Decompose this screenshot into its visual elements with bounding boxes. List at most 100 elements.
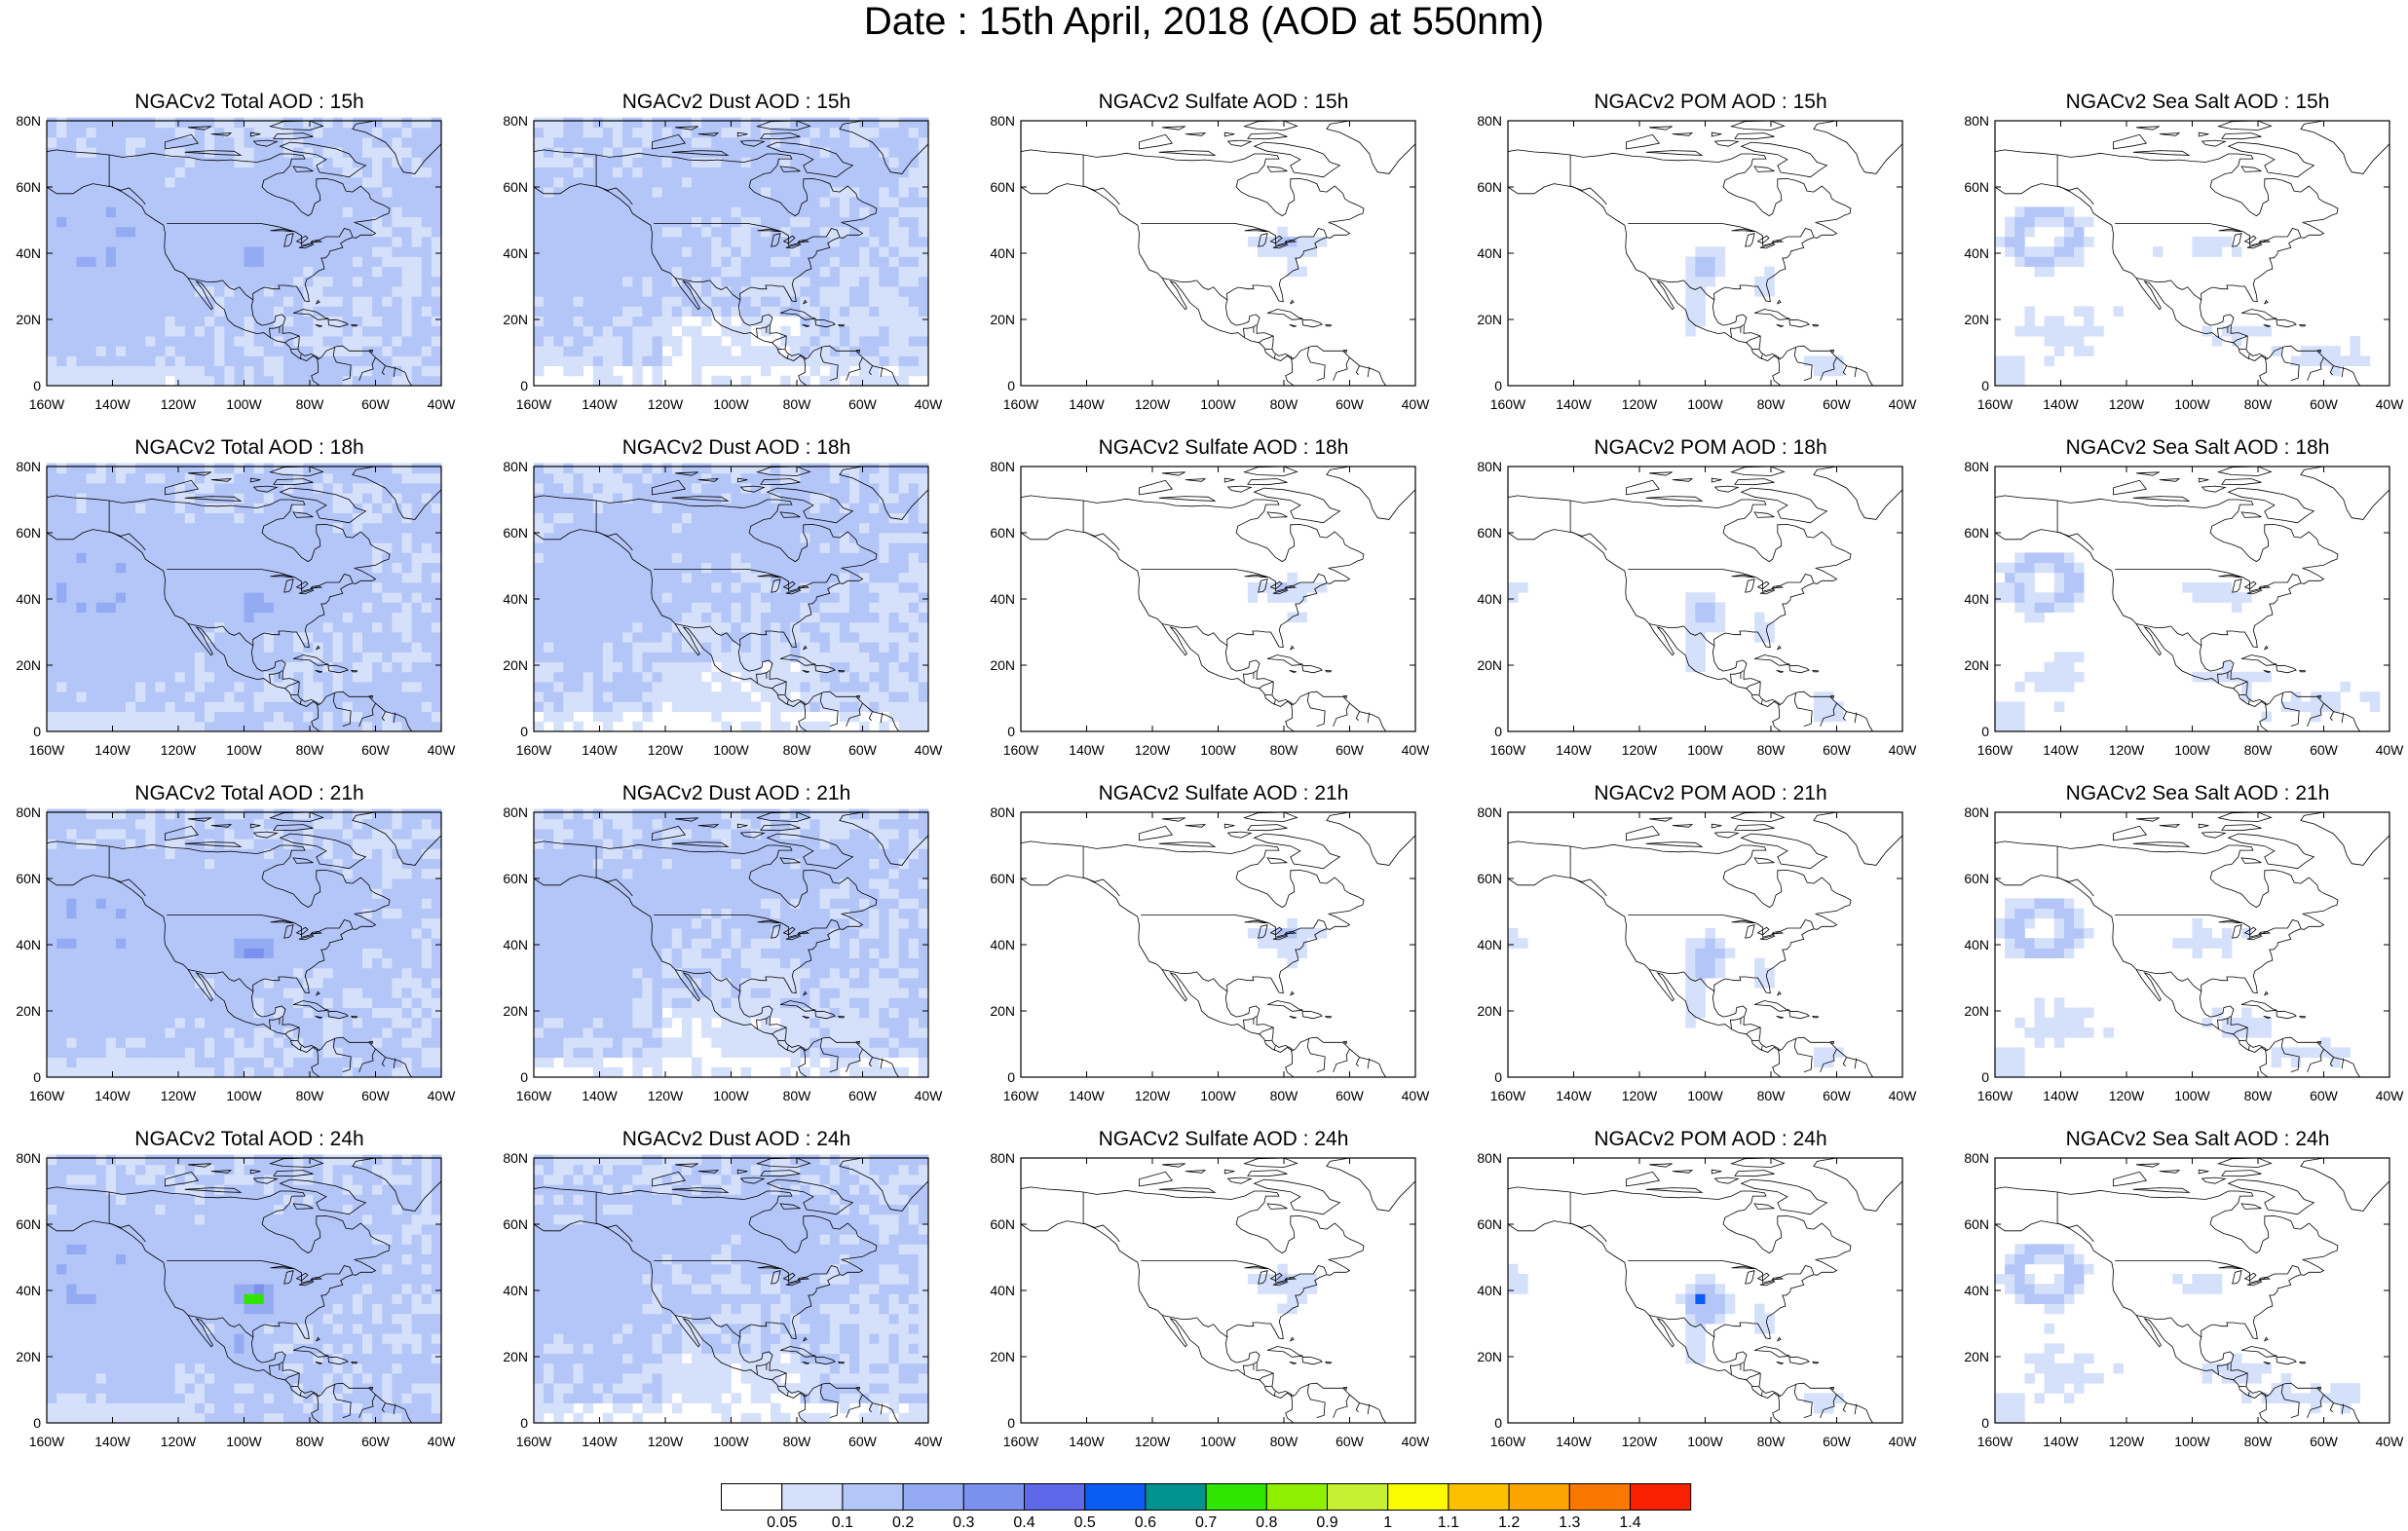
lat-tick-label: 60N [503, 871, 528, 886]
lat-tick-label: 40N [1964, 937, 1989, 952]
map-panel-pom-24h: NGACv2 POM AOD : 24h 160W 140W 120W 100W 80W 6… [1461, 1127, 1960, 1475]
lon-tick-label: 120W [2109, 742, 2145, 758]
lon-tick-label: 160W [1003, 1434, 1039, 1449]
map-panel-sea-salt-24h: NGACv2 Sea Salt AOD : 24h 160W 140W 120W 100… [1948, 1127, 2408, 1475]
lon-tick-label: 100W [2174, 1434, 2210, 1449]
colorbar-label: 0.1 [832, 1514, 853, 1528]
map-panel-total-21h: NGACv2 Total AOD : 21h 160W 140W 120W 100W 80… [0, 781, 499, 1130]
aod-field [534, 808, 929, 1078]
colorbar-label: 1 [1383, 1514, 1392, 1528]
lon-tick-label: 60W [1336, 1088, 1365, 1103]
lat-tick-label: 20N [1477, 657, 1502, 673]
map-plot: 160W 140W 120W 100W 80W 60W 40W 80N 60N 40N 20N 0 [503, 115, 943, 412]
lat-tick-label: 40N [1477, 937, 1502, 952]
lon-tick-label: 100W [226, 742, 262, 758]
panel-title: NGACv2 Sulfate AOD : 24h [1098, 1128, 1349, 1150]
coastlines [1020, 120, 1416, 387]
lon-tick-label: 120W [648, 396, 684, 412]
lon-tick-label: 120W [161, 396, 197, 412]
lat-tick-label: 40N [503, 1283, 528, 1298]
lon-tick-label: 80W [1270, 1434, 1299, 1449]
colorbar-swatch [1630, 1483, 1692, 1511]
lat-tick-label: 0 [1007, 1415, 1015, 1431]
lon-tick-label: 60W [361, 1434, 391, 1449]
lon-tick-label: 160W [1490, 1088, 1526, 1103]
lat-tick-label: 20N [990, 1349, 1015, 1364]
lon-tick-label: 120W [2109, 1434, 2145, 1449]
lon-tick-label: 80W [1757, 1434, 1787, 1449]
lat-tick-label: 60N [16, 871, 41, 886]
lat-tick-label: 80N [990, 115, 1015, 129]
lon-tick-label: 100W [1687, 396, 1723, 412]
map-plot: 160W 140W 120W 100W 80W 60W 40W 80N 60N 40N 20N 0 [503, 461, 943, 758]
lon-tick-label: 60W [1336, 742, 1365, 758]
lat-tick-label: 80N [1964, 461, 1989, 474]
map-plot: 160W 140W 120W 100W 80W 60W 40W 80N 60N 40N 20N 0 [1477, 1152, 1917, 1449]
colorbar-label: 1.2 [1498, 1514, 1520, 1528]
map-panel-sulfate-15h: NGACv2 Sulfate AOD : 15h 160W 140W 120W 100W… [974, 90, 1473, 438]
coastlines [533, 466, 929, 732]
colorbar-label: 0.2 [892, 1514, 914, 1528]
lat-tick-label: 0 [33, 1415, 41, 1431]
plot-frame [1020, 1157, 1416, 1424]
colorbar-swatch [1205, 1483, 1267, 1511]
aod-field [534, 117, 929, 387]
lon-tick-label: 140W [94, 396, 131, 412]
lon-tick-label: 80W [1757, 1088, 1787, 1103]
lat-tick-label: 80N [503, 461, 528, 474]
map-panel-sulfate-18h: NGACv2 Sulfate AOD : 18h 160W 140W 120W 100W… [974, 435, 1473, 784]
colorbar-swatch [842, 1483, 904, 1511]
panel-title: NGACv2 Total AOD : 24h [134, 1128, 364, 1150]
lon-tick-label: 120W [648, 742, 684, 758]
lon-tick-label: 120W [1135, 1088, 1171, 1103]
lon-tick-label: 40W [1402, 1088, 1431, 1103]
lat-tick-label: 20N [503, 1003, 528, 1019]
lat-tick-label: 60N [990, 179, 1015, 195]
lat-tick-label: 40N [1477, 1283, 1502, 1298]
lon-tick-label: 120W [1135, 1434, 1171, 1449]
colorbar-swatch [1448, 1483, 1510, 1511]
map-plot: 160W 140W 120W 100W 80W 60W 40W 80N 60N 40N 20N 0 [990, 115, 1430, 412]
colorbar-label: 1.1 [1438, 1514, 1459, 1528]
lat-tick-label: 20N [990, 1003, 1015, 1019]
lat-tick-label: 0 [1494, 724, 1502, 739]
lat-tick-label: 20N [16, 1349, 41, 1364]
lon-tick-label: 140W [582, 396, 618, 412]
colorbar-swatch [1387, 1483, 1449, 1511]
lat-tick-label: 0 [520, 378, 528, 393]
coastlines [1994, 1157, 2390, 1424]
lon-tick-label: 140W [1556, 1088, 1592, 1103]
lon-tick-label: 60W [361, 742, 391, 758]
lon-tick-label: 120W [1135, 742, 1171, 758]
lon-tick-label: 60W [1823, 742, 1852, 758]
colorbar-swatch [1084, 1483, 1147, 1511]
panel-title: NGACv2 Sea Salt AOD : 18h [2065, 436, 2330, 459]
lon-tick-label: 60W [848, 742, 878, 758]
map-plot: 160W 140W 120W 100W 80W 60W 40W 80N 60N 40N 20N 0 [503, 806, 943, 1103]
lat-tick-label: 20N [1477, 312, 1502, 327]
lat-tick-label: 80N [1477, 806, 1502, 820]
lon-tick-label: 100W [2174, 396, 2210, 412]
lon-tick-label: 160W [1977, 396, 2013, 412]
lat-tick-label: 80N [1964, 806, 1989, 820]
lon-tick-label: 40W [2376, 396, 2405, 412]
panel-title: NGACv2 POM AOD : 24h [1594, 1128, 1827, 1150]
lon-tick-label: 120W [161, 1434, 197, 1449]
map-plot: 160W 140W 120W 100W 80W 60W 40W 80N 60N 40N 20N 0 [16, 1152, 456, 1449]
coastlines [533, 811, 929, 1078]
lat-tick-label: 20N [16, 312, 41, 327]
colorbar: 0.05 0.1 0.2 0.3 0.4 0.5 0.6 0.7 0.8 0.9 1 1.1 1.2 1.… [721, 1483, 1692, 1528]
lat-tick-label: 60N [990, 525, 1015, 541]
aod-field [1995, 898, 2351, 1078]
lon-tick-label: 60W [2310, 396, 2339, 412]
map-panel-dust-21h: NGACv2 Dust AOD : 21h 160W 140W 120W 100W 80W… [487, 781, 986, 1130]
lon-tick-label: 140W [582, 742, 618, 758]
lat-tick-label: 60N [1477, 871, 1502, 886]
lon-tick-label: 80W [2244, 1434, 2274, 1449]
colorbar-swatch [721, 1483, 783, 1511]
lon-tick-label: 60W [1823, 396, 1852, 412]
aod-field [47, 463, 442, 732]
lon-tick-label: 40W [1402, 742, 1431, 758]
lon-tick-label: 120W [2109, 396, 2145, 412]
aod-field [1685, 246, 1844, 377]
